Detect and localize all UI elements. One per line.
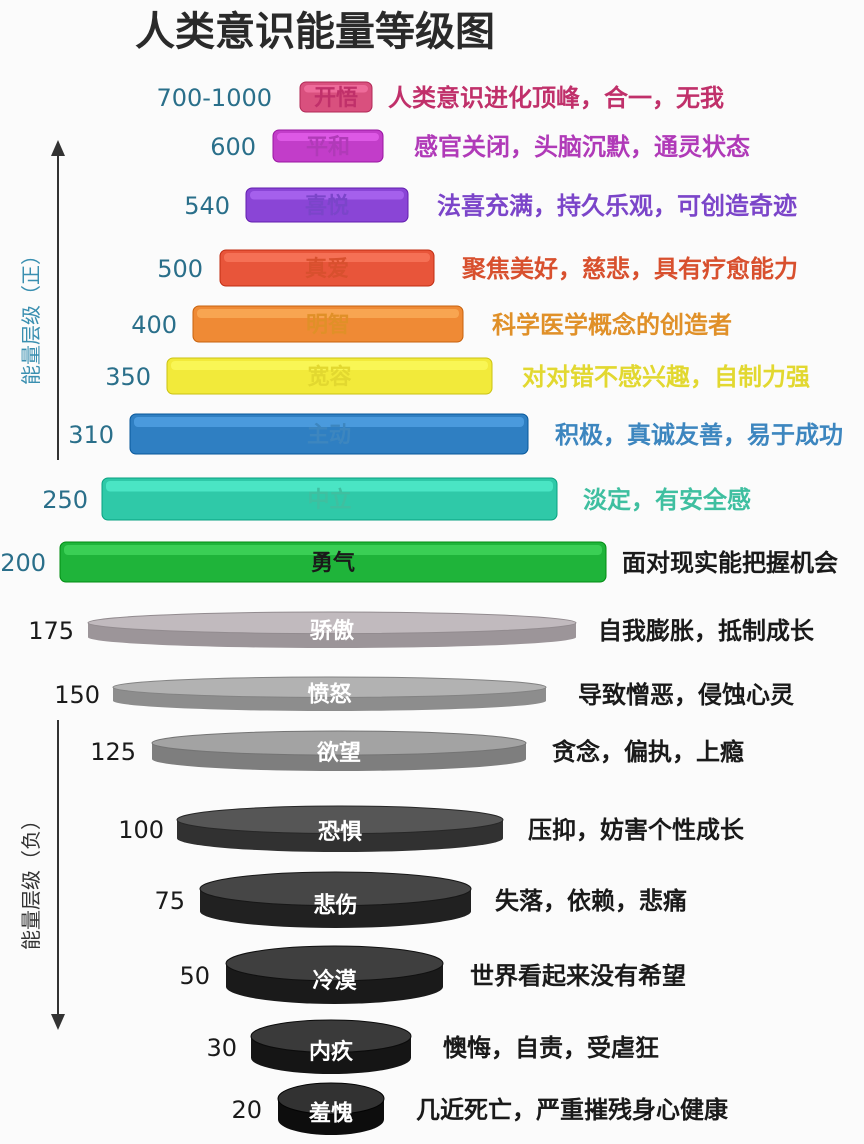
level-name: 中立 (307, 487, 351, 513)
level-description: 自我膨胀，抵制成长 (598, 617, 815, 645)
level-row: 内疚 30 懊悔，自责，受虐狂 (206, 1019, 659, 1074)
level-description: 对对错不感兴趣，自制力强 (522, 363, 810, 391)
positive-axis-label: 能量层级（正） (19, 245, 43, 385)
level-row: 宽容 350 对对错不感兴趣，自制力强 (105, 357, 810, 395)
level-description: 淡定，有安全感 (583, 486, 751, 514)
level-name: 喜悦 (305, 193, 349, 219)
level-bar-highlight (64, 545, 602, 555)
level-value: 175 (28, 617, 74, 645)
level-row: 喜悦 540 法喜充满，持久乐观，可创造奇迹 (184, 187, 797, 223)
level-bar-highlight (224, 253, 430, 262)
level-row: 明智 400 科学医学概念的创造者 (131, 305, 732, 343)
level-description: 人类意识进化顶峰，合一，无我 (388, 84, 724, 112)
level-description: 聚焦美好，慈悲，具有疗愈能力 (461, 255, 798, 283)
level-value: 75 (154, 887, 185, 915)
level-name: 真爱 (305, 256, 349, 282)
level-row: 愤怒 150 导致憎恶，侵蚀心灵 (54, 676, 794, 711)
level-row: 恐惧 100 压抑，妨害个性成长 (118, 805, 745, 852)
level-value: 400 (131, 311, 177, 339)
level-description: 懊悔，自责，受虐狂 (443, 1034, 659, 1062)
level-name: 悲伤 (313, 892, 357, 918)
level-bar-highlight (171, 361, 488, 370)
level-description: 压抑，妨害个性成长 (528, 816, 745, 844)
page-title: 人类意识能量等级图 (135, 9, 495, 55)
up-arrow-icon (51, 140, 65, 156)
level-name: 开悟 (314, 86, 358, 111)
level-disc-top (87, 611, 577, 635)
level-name: 愤怒 (307, 681, 351, 707)
level-value: 100 (118, 816, 164, 844)
level-disc-top (151, 730, 527, 756)
level-bar-highlight (106, 481, 553, 492)
level-row: 主动 310 积极，真诚友善，易于成功 (68, 413, 843, 455)
level-name: 宽容 (307, 364, 351, 390)
level-row: 勇气 200 面对现实能把握机会 (0, 541, 838, 583)
level-row: 羞愧 20 几近死亡，严重摧残身心健康 (231, 1082, 729, 1135)
level-disc-top (250, 1019, 412, 1053)
level-name: 羞愧 (308, 1100, 353, 1126)
negative-axis-label: 能量层级（负） (19, 810, 43, 950)
level-value: 310 (68, 421, 114, 449)
level-description: 失落，依赖，悲痛 (495, 887, 687, 915)
level-disc-top (225, 945, 444, 982)
level-name: 冷漠 (312, 968, 357, 994)
level-name: 明智 (306, 312, 350, 338)
level-row: 欲望 125 贪念，偏执，上瘾 (90, 730, 744, 771)
level-value: 250 (42, 486, 88, 514)
level-value: 30 (206, 1034, 237, 1062)
level-value: 50 (179, 962, 210, 990)
level-description: 面对现实能把握机会 (622, 549, 838, 577)
level-row: 悲伤 75 失落，依赖，悲痛 (154, 871, 687, 928)
level-value: 350 (105, 363, 151, 391)
level-description: 几近死亡，严重摧残身心健康 (416, 1096, 729, 1124)
level-row: 中立 250 淡定，有安全感 (42, 477, 751, 521)
level-description: 法喜充满，持久乐观，可创造奇迹 (437, 192, 797, 220)
level-disc-top (176, 805, 504, 835)
level-bar-highlight (277, 133, 379, 141)
level-description: 感官关闭，头脑沉默，通灵状态 (414, 133, 750, 161)
level-description: 导致憎恶，侵蚀心灵 (578, 681, 794, 709)
level-row: 开悟 700-1000 人类意识进化顶峰，合一，无我 (156, 81, 724, 113)
level-value: 600 (210, 133, 256, 161)
level-name: 平和 (306, 135, 350, 160)
level-disc-top (277, 1082, 385, 1115)
level-value: 20 (231, 1096, 262, 1124)
level-row: 冷漠 50 世界看起来没有希望 (179, 945, 686, 1004)
level-description: 世界看起来没有希望 (470, 962, 686, 990)
level-value: 150 (54, 681, 100, 709)
level-description: 科学医学概念的创造者 (492, 311, 732, 339)
level-disc-top (199, 871, 472, 907)
level-name: 内疚 (309, 1039, 354, 1065)
level-bar-highlight (197, 309, 459, 318)
down-arrow-icon (51, 1014, 65, 1030)
level-description: 贪念，偏执，上瘾 (552, 738, 744, 766)
level-description: 积极，真诚友善，易于成功 (555, 421, 843, 449)
level-name: 主动 (307, 423, 351, 448)
level-disc-top (112, 676, 547, 698)
level-value: 500 (157, 255, 203, 283)
level-bar-highlight (304, 85, 368, 93)
level-value: 700-1000 (156, 84, 272, 112)
level-row: 真爱 500 聚焦美好，慈悲，具有疗愈能力 (157, 249, 798, 287)
level-name: 恐惧 (318, 819, 362, 845)
level-value: 200 (0, 549, 46, 577)
level-bar-highlight (134, 417, 524, 427)
level-value: 540 (184, 192, 230, 220)
level-bar-highlight (250, 191, 404, 200)
level-name: 勇气 (311, 550, 355, 576)
level-name: 骄傲 (310, 618, 355, 644)
level-name: 欲望 (316, 740, 361, 766)
level-row: 平和 600 感官关闭，头脑沉默，通灵状态 (210, 129, 750, 163)
level-value: 125 (90, 738, 136, 766)
level-row: 骄傲 175 自我膨胀，抵制成长 (28, 611, 815, 648)
